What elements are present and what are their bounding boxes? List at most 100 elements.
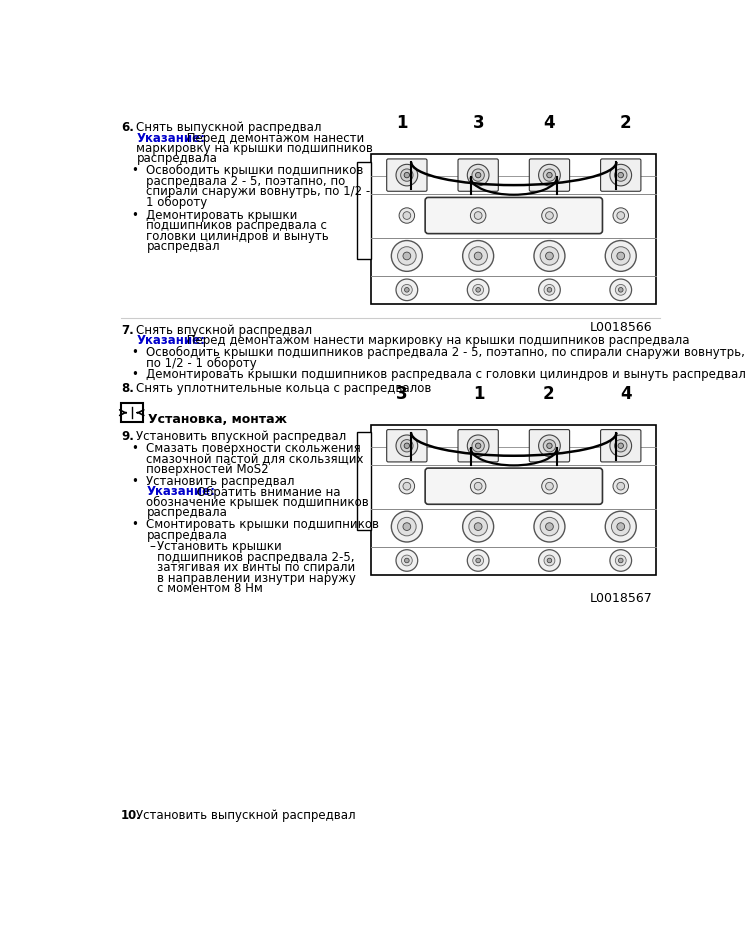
Circle shape [545,522,554,531]
Circle shape [472,285,484,295]
FancyBboxPatch shape [387,429,427,462]
FancyBboxPatch shape [458,429,498,462]
Text: поверхностей MoS2: поверхностей MoS2 [146,463,269,476]
Text: распредвала 2 - 5, поэтапно, по: распредвала 2 - 5, поэтапно, по [146,174,346,188]
Text: •: • [131,209,138,222]
Circle shape [476,443,481,449]
Text: распредвал: распредвал [146,240,220,253]
Text: Указание:: Указание: [136,334,206,347]
Circle shape [614,439,627,452]
Circle shape [542,479,557,494]
Text: L0018566: L0018566 [590,321,652,334]
Circle shape [616,212,625,219]
Circle shape [613,208,628,223]
Circle shape [547,558,552,563]
Circle shape [538,279,560,300]
Circle shape [404,287,410,292]
Text: Смонтировать крышки подшипников: Смонтировать крышки подшипников [146,518,380,531]
Text: 1: 1 [473,385,484,403]
Circle shape [404,558,410,563]
Circle shape [616,252,625,259]
Text: с моментом 8 Нм: с моментом 8 Нм [158,582,263,595]
Text: маркировку на крышки подшипников: маркировку на крышки подшипников [136,142,374,155]
Text: смазочной пастой для скользящих: смазочной пастой для скользящих [146,453,364,466]
Text: 3: 3 [396,385,408,403]
Circle shape [401,285,412,295]
Circle shape [605,241,636,272]
Circle shape [463,511,494,542]
Text: Освободить крышки подшипников распредвала 2 - 5, поэтапно, по спирали снаружи во: Освободить крышки подшипников распредвал… [146,346,746,359]
Circle shape [396,550,418,571]
Circle shape [611,518,630,536]
Text: Освободить крышки подшипников: Освободить крышки подшипников [146,164,364,177]
Circle shape [476,173,481,178]
Text: •: • [131,475,138,488]
Circle shape [544,555,555,566]
Text: 4: 4 [543,114,554,132]
Circle shape [610,164,632,186]
Circle shape [403,482,411,490]
Text: •: • [131,164,138,177]
Circle shape [467,279,489,300]
Circle shape [469,246,488,265]
Bar [371,154,656,304]
Circle shape [467,550,489,571]
Circle shape [543,169,556,181]
Circle shape [615,555,626,566]
Text: Перед демонтажом нанести маркировку на крышки подшипников распредвала: Перед демонтажом нанести маркировку на к… [183,334,689,347]
Circle shape [474,522,482,531]
Text: •: • [131,369,138,382]
Circle shape [618,443,623,449]
Circle shape [467,435,489,456]
Text: •: • [131,518,138,531]
Circle shape [399,208,415,223]
Text: 10.: 10. [121,809,142,822]
Text: L0018567: L0018567 [590,592,652,606]
Text: 7.: 7. [121,324,134,337]
Text: Установить крышки: Установить крышки [158,540,282,553]
Circle shape [616,482,625,490]
Text: распредвала: распредвала [146,507,227,519]
Circle shape [540,246,559,265]
Text: Перед демонтажом нанести: Перед демонтажом нанести [183,132,364,145]
Circle shape [396,279,418,300]
Text: Демонтировать крышки подшипников распредвала с головки цилиндров и вынуть распре: Демонтировать крышки подшипников распред… [146,369,746,382]
Circle shape [538,550,560,571]
Circle shape [545,482,554,490]
Circle shape [540,518,559,536]
Circle shape [400,439,413,452]
Text: по 1/2 - 1 обороту: по 1/2 - 1 обороту [146,356,257,369]
Circle shape [472,169,484,181]
Text: Снять уплотнительные кольца с распредвалов: Снять уплотнительные кольца с распредвал… [136,382,432,395]
Text: 1: 1 [396,114,407,132]
Circle shape [472,555,484,566]
Text: 1 обороту: 1 обороту [146,196,208,209]
Circle shape [605,511,636,542]
Text: Установить распредвал: Установить распредвал [146,475,295,488]
Text: •: • [131,442,138,455]
Circle shape [534,511,565,542]
Circle shape [618,173,623,178]
Circle shape [403,252,411,259]
Bar [357,161,371,259]
Circle shape [403,212,411,219]
Bar [357,433,371,530]
Circle shape [392,511,422,542]
Text: 2: 2 [620,114,632,132]
Circle shape [470,479,486,494]
FancyBboxPatch shape [458,159,498,191]
Text: затягивая их винты по спирали: затягивая их винты по спирали [158,562,356,574]
Circle shape [616,522,625,531]
Circle shape [472,439,484,452]
Text: 2: 2 [543,385,554,403]
Text: 6.: 6. [121,121,134,134]
Circle shape [401,555,412,566]
Text: подшипников распредвала с: подшипников распредвала с [146,219,327,232]
Circle shape [404,443,410,449]
Text: –: – [149,540,155,553]
Text: 9.: 9. [121,430,134,443]
Text: подшипников распредвала 2-5,: подшипников распредвала 2-5, [158,550,355,564]
Text: Смазать поверхности скольжения: Смазать поверхности скольжения [146,442,362,455]
Text: Демонтировать крышки: Демонтировать крышки [146,209,298,222]
Circle shape [474,482,482,490]
